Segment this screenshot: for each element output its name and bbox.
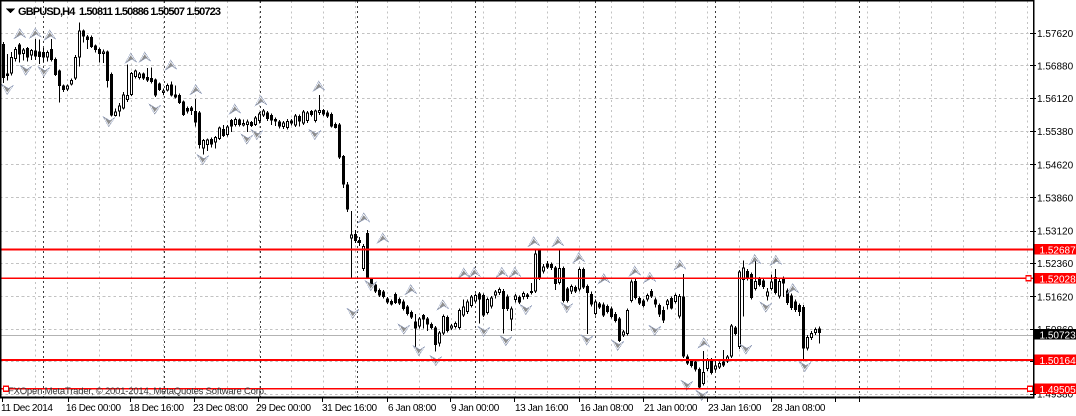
- svg-text:29 Dec 00:00: 29 Dec 00:00: [256, 403, 312, 414]
- svg-text:1.52360: 1.52360: [1037, 259, 1074, 270]
- svg-text:23 Dec 08:00: 23 Dec 08:00: [193, 403, 249, 414]
- svg-text:1.50723: 1.50723: [1040, 331, 1076, 342]
- svg-text:1.55380: 1.55380: [1037, 127, 1074, 138]
- svg-text:1.52687: 1.52687: [1040, 246, 1076, 257]
- svg-text:6 Jan 08:00: 6 Jan 08:00: [388, 403, 437, 414]
- svg-text:1.56880: 1.56880: [1037, 61, 1074, 72]
- svg-text:23 Jan 16:00: 23 Jan 16:00: [708, 403, 762, 414]
- svg-text:1.49380: 1.49380: [1037, 390, 1074, 401]
- svg-text:1.57620: 1.57620: [1037, 29, 1074, 40]
- svg-text:16 Jan 08:00: 16 Jan 08:00: [580, 403, 634, 414]
- svg-text:GBPUSD,H4 1.50811 1.50886 1.5: GBPUSD,H4 1.50811 1.50886 1.50507 1.5072…: [18, 6, 221, 18]
- svg-text:1.50164: 1.50164: [1040, 356, 1076, 367]
- svg-text:28 Jan 08:00: 28 Jan 08:00: [772, 403, 826, 414]
- svg-text:1.52028: 1.52028: [1040, 274, 1076, 285]
- svg-text:11 Dec 2014: 11 Dec 2014: [1, 403, 53, 414]
- svg-text:13 Jan 16:00: 13 Jan 16:00: [515, 403, 569, 414]
- svg-text:1.51620: 1.51620: [1037, 292, 1074, 303]
- svg-text:9 Jan 00:00: 9 Jan 00:00: [451, 403, 500, 414]
- svg-text:21 Jan 00:00: 21 Jan 00:00: [644, 403, 698, 414]
- svg-text:1.56120: 1.56120: [1037, 94, 1074, 105]
- svg-text:16 Dec 00:00: 16 Dec 00:00: [66, 403, 122, 414]
- svg-text:31 Dec 16:00: 31 Dec 16:00: [322, 403, 378, 414]
- svg-text:FXOpen MetaTrader, © 2001-2014: FXOpen MetaTrader, © 2001-2014, MetaQuot…: [8, 386, 266, 397]
- svg-text:1.53860: 1.53860: [1037, 193, 1074, 204]
- svg-text:1.53120: 1.53120: [1037, 227, 1074, 238]
- svg-text:1.54620: 1.54620: [1037, 160, 1074, 171]
- svg-text:1.49505: 1.49505: [1040, 385, 1076, 396]
- svg-text:18 Dec 16:00: 18 Dec 16:00: [129, 403, 185, 414]
